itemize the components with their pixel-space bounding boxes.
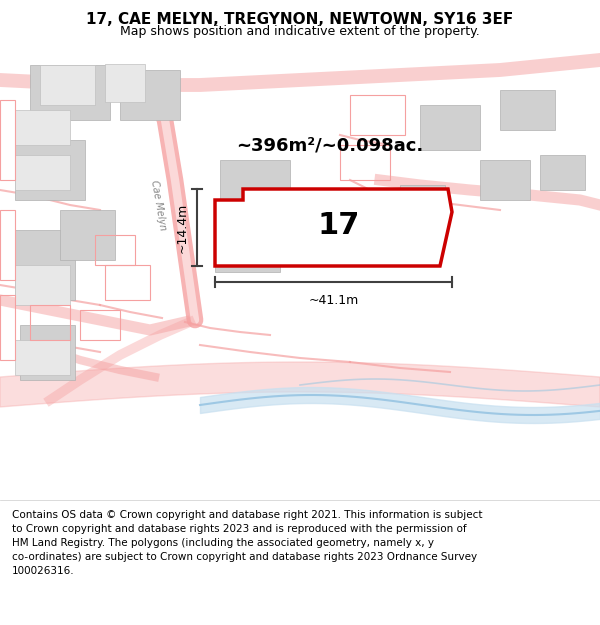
- Bar: [15, 110, 70, 145]
- Bar: [105, 64, 145, 102]
- Bar: [30, 65, 110, 120]
- Bar: [0, 295, 15, 360]
- Text: Cae Melyn: Cae Melyn: [149, 179, 167, 231]
- Bar: [500, 90, 555, 130]
- Text: ~396m²/~0.098ac.: ~396m²/~0.098ac.: [236, 136, 424, 154]
- Bar: [15, 340, 70, 375]
- Polygon shape: [215, 189, 452, 266]
- Bar: [340, 145, 390, 180]
- Text: 17: 17: [317, 211, 359, 240]
- Bar: [120, 70, 180, 120]
- Text: 17, CAE MELYN, TREGYNON, NEWTOWN, SY16 3EF: 17, CAE MELYN, TREGYNON, NEWTOWN, SY16 3…: [86, 12, 514, 28]
- Bar: [40, 65, 95, 105]
- Bar: [350, 95, 405, 135]
- Bar: [400, 185, 445, 220]
- Text: ~41.1m: ~41.1m: [308, 294, 359, 307]
- Bar: [540, 155, 585, 190]
- Bar: [80, 310, 120, 340]
- Bar: [60, 210, 115, 260]
- Bar: [95, 235, 135, 265]
- Bar: [0, 210, 15, 280]
- Bar: [30, 305, 70, 340]
- Bar: [215, 222, 280, 272]
- Text: Map shows position and indicative extent of the property.: Map shows position and indicative extent…: [120, 24, 480, 38]
- Bar: [480, 160, 530, 200]
- Bar: [420, 105, 480, 150]
- Bar: [20, 325, 75, 380]
- Text: Contains OS data © Crown copyright and database right 2021. This information is : Contains OS data © Crown copyright and d…: [12, 510, 482, 576]
- Bar: [220, 160, 290, 215]
- Bar: [15, 230, 75, 300]
- Bar: [15, 155, 70, 190]
- Bar: [15, 140, 85, 200]
- Bar: [105, 265, 150, 300]
- Bar: [0, 100, 15, 180]
- Bar: [15, 265, 70, 305]
- Text: ~14.4m: ~14.4m: [176, 202, 189, 252]
